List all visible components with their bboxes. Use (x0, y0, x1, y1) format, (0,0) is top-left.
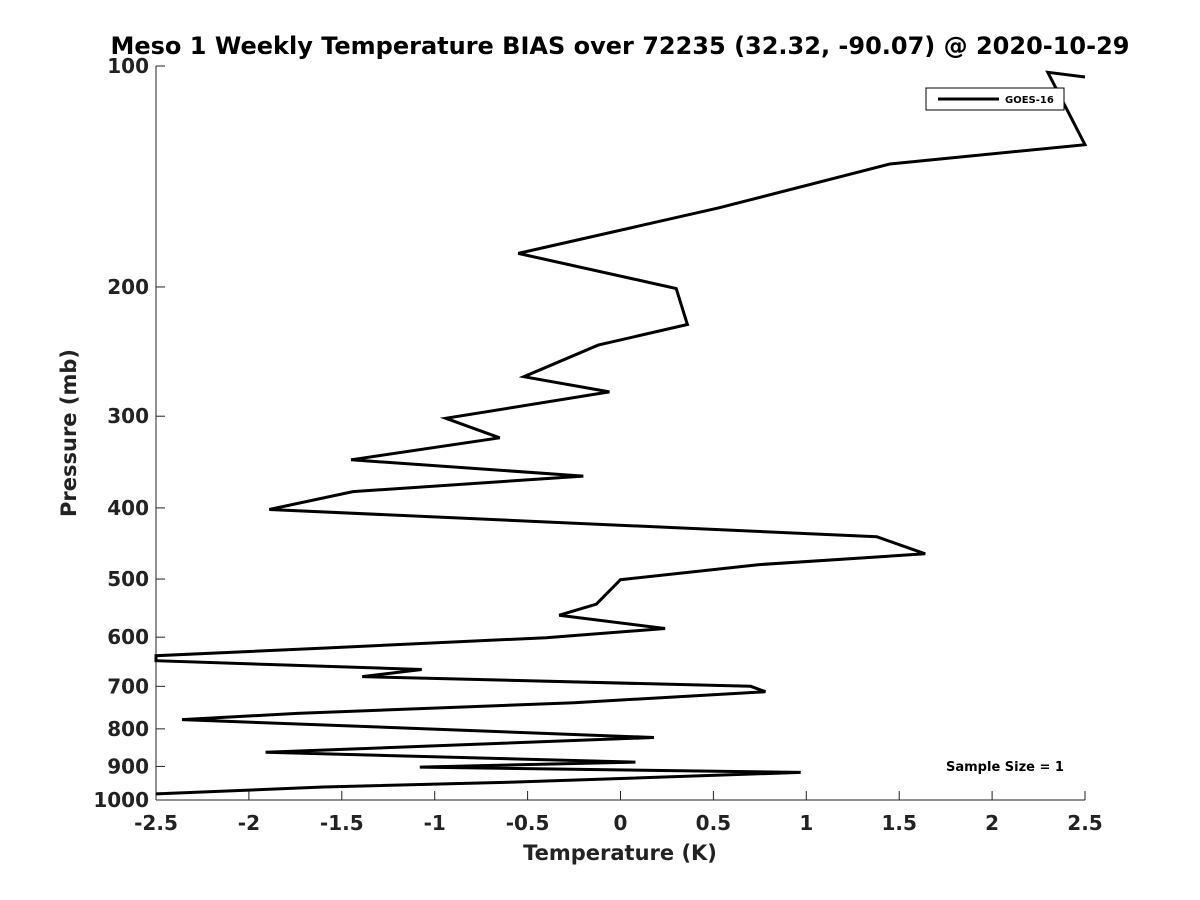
x-axis-label: Temperature (K) (523, 841, 717, 865)
legend-entry-goes16: GOES-16 (1005, 95, 1054, 106)
x-axis-ticks: -2.5 -2 -1.5 -1 -0.5 0 0.5 1 1.5 2 2.5 (134, 791, 1103, 835)
y-axis-label: Pressure (mb) (57, 349, 81, 517)
y-axis-ticks: 100 200 300 400 500 600 700 800 900 1000 (93, 54, 165, 812)
legend: GOES-16 (926, 88, 1064, 110)
y-tick-label: 100 (107, 54, 149, 78)
series-line-goes16 (156, 72, 1085, 794)
x-tick-label: -2.5 (134, 811, 178, 835)
x-tick-label: -0.5 (506, 811, 550, 835)
x-tick-label: -1.5 (320, 811, 364, 835)
x-tick-label: 2.5 (1067, 811, 1102, 835)
y-tick-label: 700 (107, 674, 149, 698)
x-tick-label: -2 (238, 811, 260, 835)
y-tick-label: 300 (107, 404, 149, 428)
y-tick-label: 900 (107, 754, 149, 778)
x-tick-label: 0.5 (696, 811, 731, 835)
y-tick-label: 400 (107, 496, 149, 520)
sample-size-annotation: Sample Size = 1 (946, 760, 1064, 775)
x-tick-label: 1 (799, 811, 813, 835)
y-tick-label: 1000 (93, 788, 149, 812)
temperature-bias-chart: Meso 1 Weekly Temperature BIAS over 7223… (0, 0, 1200, 900)
y-tick-label: 500 (107, 567, 149, 591)
chart-title: Meso 1 Weekly Temperature BIAS over 7223… (110, 32, 1129, 60)
x-tick-label: 2 (985, 811, 999, 835)
y-tick-label: 600 (107, 625, 149, 649)
x-tick-label: 1.5 (881, 811, 916, 835)
y-tick-label: 800 (107, 717, 149, 741)
x-tick-label: -1 (424, 811, 446, 835)
series-layer (156, 72, 1085, 794)
x-tick-label: 0 (614, 811, 628, 835)
y-tick-label: 200 (107, 275, 149, 299)
